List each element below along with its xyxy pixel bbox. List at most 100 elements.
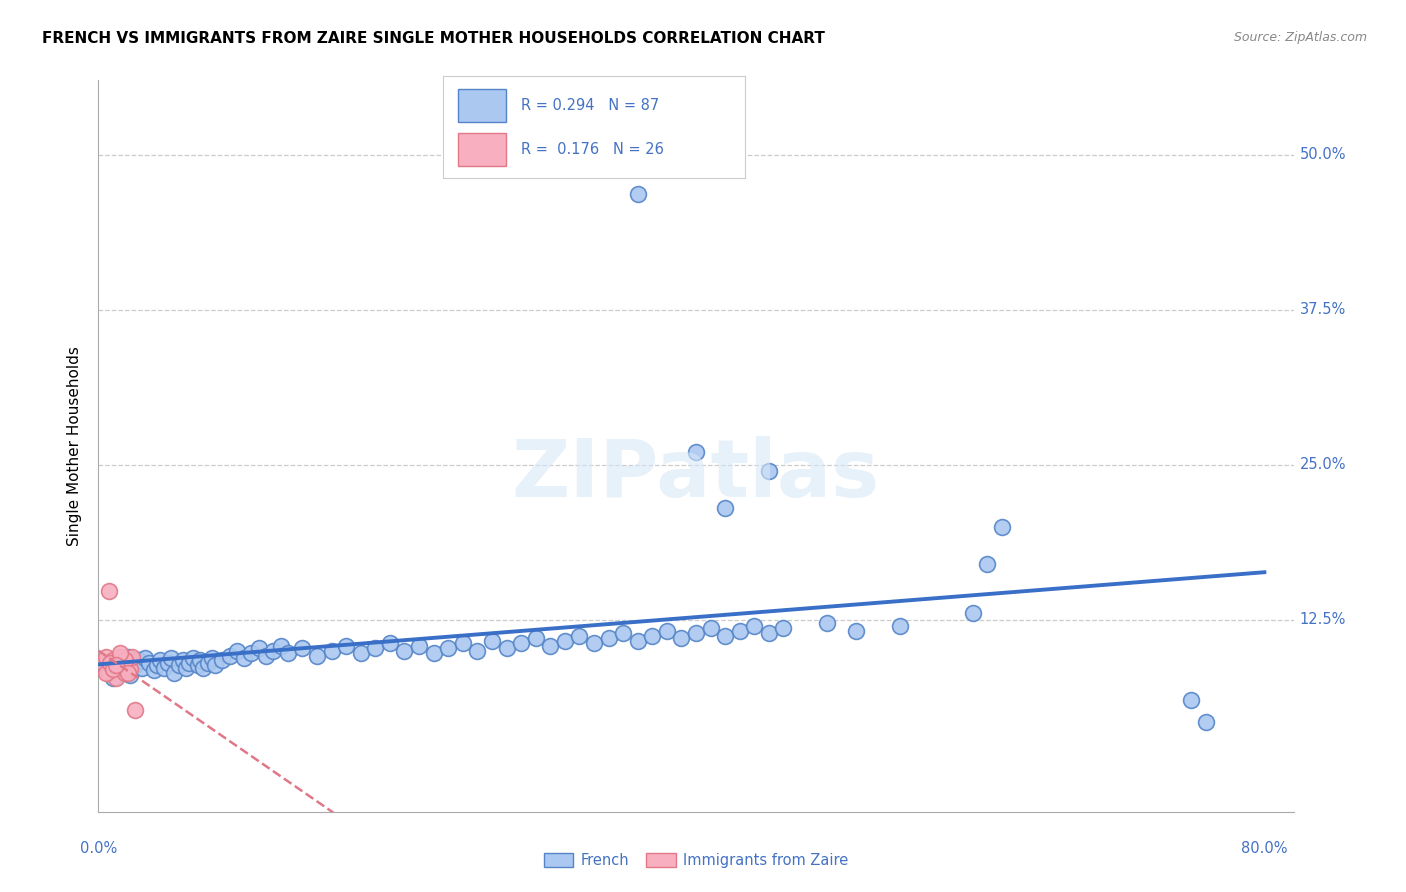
- Point: [451, 636, 474, 650]
- Point: [142, 664, 165, 678]
- Text: Source: ZipAtlas.com: Source: ZipAtlas.com: [1233, 31, 1367, 45]
- Point: [641, 629, 664, 643]
- Point: [742, 619, 765, 633]
- Point: [145, 658, 167, 673]
- Point: [254, 648, 277, 663]
- Point: [101, 662, 124, 676]
- Point: [110, 658, 132, 673]
- Point: [714, 629, 737, 643]
- Point: [554, 633, 576, 648]
- Point: [305, 648, 328, 663]
- Point: [97, 584, 120, 599]
- Point: [467, 643, 489, 657]
- Point: [172, 653, 194, 667]
- Point: [112, 662, 135, 676]
- Point: [889, 619, 911, 633]
- Point: [335, 639, 357, 653]
- FancyBboxPatch shape: [458, 133, 506, 166]
- Point: [671, 631, 693, 645]
- Point: [104, 658, 127, 673]
- Point: [104, 653, 127, 667]
- Point: [685, 626, 707, 640]
- Point: [538, 639, 561, 653]
- Point: [174, 661, 197, 675]
- Point: [98, 656, 121, 670]
- Point: [117, 649, 139, 664]
- Point: [1180, 693, 1202, 707]
- Point: [772, 621, 794, 635]
- Point: [481, 633, 503, 648]
- Point: [247, 641, 270, 656]
- Point: [270, 639, 292, 653]
- Point: [197, 656, 219, 670]
- Point: [758, 626, 780, 640]
- FancyBboxPatch shape: [458, 89, 506, 122]
- Point: [114, 665, 136, 680]
- Point: [138, 656, 160, 670]
- Text: R =  0.176   N = 26: R = 0.176 N = 26: [522, 142, 665, 157]
- Point: [976, 557, 998, 571]
- Point: [364, 641, 387, 656]
- Point: [193, 661, 215, 675]
- Point: [110, 649, 132, 664]
- Point: [131, 661, 153, 675]
- Point: [699, 621, 721, 635]
- Point: [277, 646, 299, 660]
- Point: [598, 631, 620, 645]
- Point: [240, 646, 263, 660]
- Point: [262, 643, 284, 657]
- Point: [97, 665, 120, 680]
- Point: [291, 641, 314, 656]
- Point: [394, 643, 416, 657]
- Point: [815, 616, 838, 631]
- Point: [104, 671, 127, 685]
- Point: [204, 658, 226, 673]
- Point: [714, 500, 737, 515]
- Text: 25.0%: 25.0%: [1299, 457, 1346, 472]
- Point: [94, 662, 117, 676]
- Point: [110, 658, 132, 673]
- Point: [104, 658, 127, 673]
- Point: [321, 643, 343, 657]
- Point: [117, 653, 139, 667]
- Point: [114, 653, 136, 667]
- Point: [962, 607, 984, 621]
- Point: [101, 671, 124, 685]
- Point: [201, 651, 224, 665]
- Point: [157, 656, 180, 670]
- Point: [510, 636, 533, 650]
- Text: 0.0%: 0.0%: [80, 841, 117, 856]
- Point: [568, 629, 591, 643]
- Point: [120, 668, 142, 682]
- Point: [524, 631, 547, 645]
- Point: [378, 636, 401, 650]
- Point: [105, 656, 128, 670]
- Point: [124, 703, 146, 717]
- Point: [120, 662, 142, 676]
- Point: [117, 658, 139, 673]
- Point: [101, 653, 124, 667]
- Point: [117, 665, 139, 680]
- Text: 12.5%: 12.5%: [1299, 612, 1346, 627]
- Point: [98, 658, 121, 673]
- Point: [728, 624, 751, 638]
- Point: [94, 665, 117, 680]
- Point: [211, 653, 233, 667]
- Point: [218, 648, 240, 663]
- Y-axis label: Single Mother Households: Single Mother Households: [67, 346, 83, 546]
- Point: [114, 665, 136, 680]
- Point: [225, 643, 247, 657]
- Point: [612, 626, 634, 640]
- Point: [845, 624, 868, 638]
- Point: [167, 658, 190, 673]
- Point: [153, 661, 176, 675]
- Point: [627, 633, 650, 648]
- Text: FRENCH VS IMMIGRANTS FROM ZAIRE SINGLE MOTHER HOUSEHOLDS CORRELATION CHART: FRENCH VS IMMIGRANTS FROM ZAIRE SINGLE M…: [42, 31, 825, 46]
- Point: [582, 636, 605, 650]
- Point: [655, 624, 678, 638]
- Point: [163, 665, 186, 680]
- Point: [91, 656, 114, 670]
- Legend: French, Immigrants from Zaire: French, Immigrants from Zaire: [538, 847, 853, 874]
- Point: [181, 651, 204, 665]
- Point: [149, 653, 172, 667]
